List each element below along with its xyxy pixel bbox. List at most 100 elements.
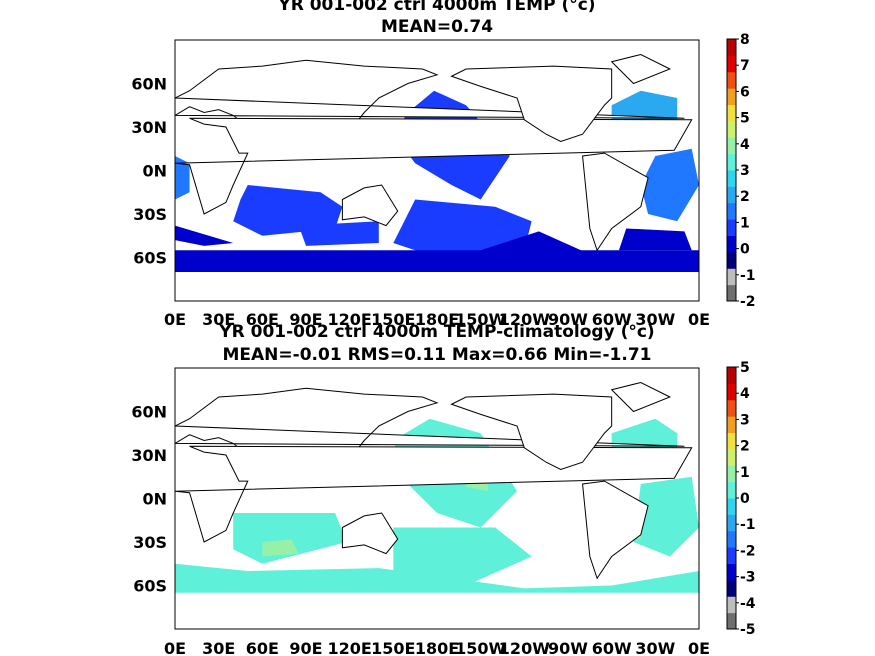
colorbar-tick-label: 1 [740, 465, 750, 481]
coastline [582, 152, 649, 252]
y-tick-label: 30S [133, 205, 167, 224]
panel-top: YR 001-002 ctrl 4000m TEMP (°c) MEAN=0.7… [131, 0, 755, 329]
colorbar-segment [727, 383, 736, 401]
colorbar-segment [727, 514, 736, 532]
colorbar-tick-label: -5 [740, 622, 756, 638]
field-region [393, 199, 532, 258]
panel-subtitle: MEAN=0.74 [381, 17, 493, 37]
coastline [341, 184, 399, 227]
field-region [298, 221, 379, 246]
colorbar-segment [727, 579, 736, 597]
x-tick-label: 120W [499, 639, 550, 656]
colorbar-segment [727, 563, 736, 581]
colorbar: 8 7 6 5 4 3 2 1 0 -1 -2 [726, 32, 756, 310]
colorbar-tick-label: 2 [740, 439, 750, 455]
colorbar: 5 4 3 2 1 0 -1 -2 -3 -4 -5 [726, 360, 756, 638]
coastline [175, 445, 693, 543]
colorbar-tick-label: -4 [740, 596, 756, 612]
colorbar-tick-label: 8 [740, 32, 750, 48]
panel-subtitle: MEAN=-0.01 RMS=0.11 Max=0.66 Min=-1.71 [223, 345, 652, 365]
colorbar-segment [727, 268, 736, 286]
colorbar-tick-label: -2 [740, 543, 756, 559]
colorbar-segment [727, 367, 736, 384]
field-region [233, 185, 343, 236]
y-tick-label: 0N [142, 162, 167, 181]
panel-title: YR 001-002 ctrl 4000m TEMP-climatology (… [218, 322, 654, 342]
colorbar-segment [727, 416, 736, 433]
x-tick-label: 180E [415, 310, 459, 329]
field-region [633, 476, 699, 557]
x-tick-label: 150W [455, 639, 506, 656]
colorbar-tick-label: -1 [740, 268, 756, 284]
panel-title: YR 001-002 ctrl 4000m TEMP (°c) [277, 0, 595, 15]
colorbar-tick-label: 2 [740, 189, 750, 205]
x-tick-label: 60E [246, 310, 279, 329]
colorbar-tick-label: 5 [740, 360, 750, 376]
field-region [262, 539, 299, 557]
x-tick-label: 60E [246, 639, 279, 656]
map-frame [174, 367, 700, 630]
x-tick-label: 90E [289, 639, 322, 656]
colorbar-segment [727, 596, 736, 614]
colorbar-segment [727, 498, 736, 515]
y-tick-label: 60N [131, 403, 167, 422]
colorbar-segment [727, 186, 736, 204]
field-region [640, 148, 699, 222]
x-tick-label: 120E [328, 310, 372, 329]
x-tick-label: 150W [455, 310, 506, 329]
colorbar-segment [727, 530, 736, 548]
x-tick-label: 180E [415, 639, 459, 656]
x-tick-label: 0E [164, 639, 186, 656]
field-region [175, 250, 699, 272]
colorbar-tick-label: 0 [740, 242, 750, 258]
colorbar-tick-label: 5 [740, 111, 750, 127]
colorbar-segment [727, 219, 736, 236]
map-frame [174, 39, 700, 302]
colorbar-segment [727, 235, 736, 253]
coastline [582, 480, 649, 580]
colorbar-segment [727, 251, 736, 269]
colorbar-segment [727, 88, 736, 105]
coastline [341, 512, 399, 555]
field-region [175, 225, 234, 246]
colorbar-segment [727, 448, 736, 466]
coastline [450, 393, 613, 471]
colorbar-tick-label: -3 [740, 570, 756, 586]
y-tick-label: 60S [133, 577, 167, 596]
x-tick-label: 150E [371, 310, 415, 329]
colorbar-tick-label: 1 [740, 215, 750, 231]
map-area [175, 40, 699, 301]
y-tick-labels: 60N 30N 0N 30S 60S [131, 403, 167, 596]
field-region [618, 228, 692, 251]
colorbar-segment [727, 432, 736, 450]
x-tick-label: 30W [635, 310, 675, 329]
colorbar-tick-label: 3 [740, 412, 750, 428]
colorbar-segment [727, 39, 736, 56]
colorbar-segment [727, 481, 736, 499]
x-tick-label: 90W [548, 310, 588, 329]
field-region [175, 156, 190, 200]
colorbar-segment [727, 55, 736, 73]
colorbar-segment [727, 284, 736, 302]
field-region [175, 563, 699, 593]
y-tick-labels: 60N 30N 0N 30S 60S [131, 75, 167, 268]
field-region [393, 527, 532, 586]
field-region [233, 513, 347, 564]
x-tick-label: 30E [202, 639, 235, 656]
x-tick-label: 150E [371, 639, 415, 656]
x-tick-label: 0E [688, 310, 710, 329]
x-tick-label: 60W [592, 310, 632, 329]
colorbar-segment [727, 547, 736, 564]
colorbar-tick-label: 4 [740, 386, 750, 402]
y-tick-label: 30S [133, 533, 167, 552]
x-tick-label: 0E [164, 310, 186, 329]
map-area [175, 368, 699, 629]
colorbar-segment [727, 612, 736, 630]
colorbar-segment [727, 202, 736, 220]
colorbar-segment [727, 399, 736, 417]
colorbar-tick-label: -2 [740, 294, 756, 310]
x-tick-label: 60W [592, 639, 632, 656]
colorbar-segment [727, 104, 736, 122]
